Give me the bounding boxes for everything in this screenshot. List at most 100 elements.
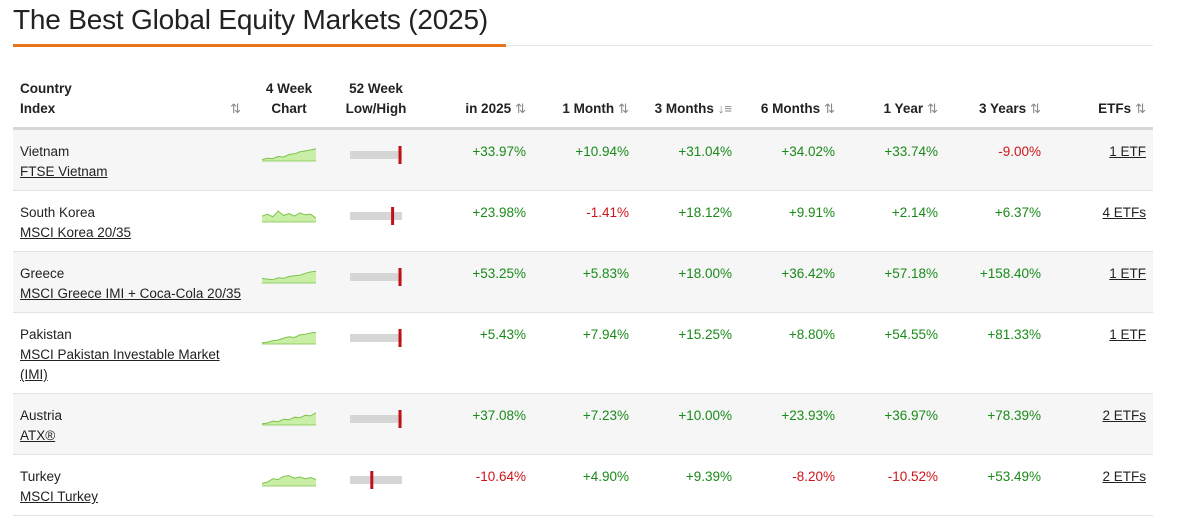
country-name: Vietnam [20,144,70,159]
sort-icon[interactable]: ⇅ [1135,101,1146,116]
cell-3-years: +53.49% [945,454,1048,516]
cell-1-month: +10.94% [533,128,636,191]
cell-etfs: 1 ETF [1048,251,1153,313]
percent-value: +6.37% [994,205,1041,220]
range-track [350,212,402,220]
cell-4-week-chart[interactable] [248,190,330,252]
cell-4-week-chart[interactable] [248,312,330,394]
country-name: Greece [20,266,65,281]
sparkline-line [262,331,316,344]
percent-value: +7.94% [582,327,629,342]
cell-4-week-chart[interactable] [248,251,330,313]
cell-country-index: Turkey MSCI Turkey [13,454,248,516]
percent-value: -10.64% [475,469,526,484]
title-divider [13,45,1153,46]
sort-icon[interactable]: ⇅ [515,101,526,116]
cell-4-week-chart[interactable] [248,454,330,516]
cell-1-year: +57.18% [842,251,945,313]
cell-6-months: +9.91% [739,190,842,252]
percent-value: +18.12% [678,205,732,220]
cell-1-year: +36.97% [842,393,945,455]
cell-1-month: -1.41% [533,190,636,252]
title-accent-underline [13,44,506,47]
percent-value: +15.25% [678,327,732,342]
country-name: Austria [20,408,63,423]
percent-value: +34.02% [781,144,835,159]
percent-value: -1.41% [586,205,629,220]
range-marker [391,207,395,225]
etfs-link[interactable]: 2 ETFs [1102,469,1146,484]
etfs-link[interactable]: 4 ETFs [1102,205,1146,220]
cell-52-week-range [330,251,422,313]
percent-value: +5.43% [479,327,526,342]
sparkline-line [262,148,316,161]
header-3-months[interactable]: 3 Months ↓≡ [636,79,739,130]
sparkline-chart[interactable] [262,146,316,162]
percent-value: +18.00% [678,266,732,281]
percent-value: +9.39% [685,469,732,484]
table-row: South Korea MSCI Korea 20/35 +23.98% -1.41%… [13,190,1153,252]
sparkline-chart[interactable] [262,207,316,223]
header-lowhigh-line2: Low/High [345,101,407,116]
cell-4-week-chart[interactable] [248,128,330,191]
etfs-link[interactable]: 2 ETFs [1102,408,1146,423]
index-link[interactable]: ATX® [20,428,56,443]
cell-3-years: +81.33% [945,312,1048,394]
header-country-index[interactable]: Country Index ⇅ [13,79,248,130]
sort-descending-icon[interactable]: ↓≡ [717,101,732,116]
header-3-years[interactable]: 3 Years ⇅ [945,79,1048,130]
percent-value: +37.08% [472,408,526,423]
sparkline-chart[interactable] [262,268,316,284]
cell-in-2025: +37.08% [422,393,533,455]
cell-country-index: Greece MSCI Greece IMI + Coca-Cola 20/35 [13,251,248,313]
etfs-link[interactable]: 1 ETF [1109,144,1146,159]
low-high-range-bar [350,329,402,347]
sort-icon[interactable]: ⇅ [927,101,938,116]
index-link[interactable]: MSCI Turkey [20,489,99,504]
percent-value: +23.98% [472,205,526,220]
etfs-link[interactable]: 1 ETF [1109,266,1146,281]
percent-value: +31.04% [678,144,732,159]
etfs-link[interactable]: 1 ETF [1109,327,1146,342]
sort-icon[interactable]: ⇅ [618,101,629,116]
sparkline-area [262,332,316,344]
cell-in-2025: +33.97% [422,128,533,191]
cell-1-month: +5.83% [533,251,636,313]
header-1-month[interactable]: 1 Month ⇅ [533,79,636,130]
cell-4-week-chart[interactable] [248,393,330,455]
index-link[interactable]: MSCI Korea 20/35 [20,225,132,240]
table-row: Pakistan MSCI Pakistan Investable Market … [13,312,1153,394]
index-link[interactable]: MSCI Greece IMI + Coca-Cola 20/35 [20,286,241,301]
sort-icon[interactable]: ⇅ [230,101,241,116]
sparkline-chart[interactable] [262,410,316,426]
cell-country-index: Pakistan MSCI Pakistan Investable Market … [13,312,248,394]
cell-1-year: +33.74% [842,128,945,191]
cell-6-months: -8.20% [739,454,842,516]
range-track [350,415,402,423]
header-1-year[interactable]: 1 Year ⇅ [842,79,945,130]
low-high-range-bar [350,268,402,286]
index-link[interactable]: FTSE Vietnam [20,164,108,179]
sparkline-area [262,271,316,283]
cell-etfs: 1 ETF [1048,128,1153,191]
cell-3-months: +31.04% [636,128,739,191]
sparkline-line [262,412,316,425]
cell-3-years: +78.39% [945,393,1048,455]
header-country-label: Country [20,81,72,96]
header-etfs[interactable]: ETFs ⇅ [1048,79,1153,130]
sort-icon[interactable]: ⇅ [824,101,835,116]
sort-icon[interactable]: ⇅ [1030,101,1041,116]
cell-1-year: +54.55% [842,312,945,394]
header-6-months-label: 6 Months [760,101,821,116]
header-index-label: Index [20,101,56,116]
sparkline-chart[interactable] [262,471,316,487]
cell-3-months: +9.39% [636,454,739,516]
header-6-months[interactable]: 6 Months ⇅ [739,79,842,130]
percent-value: +2.14% [891,205,938,220]
cell-1-year: +2.14% [842,190,945,252]
cell-6-months: +34.02% [739,128,842,191]
header-ytd[interactable]: in 2025 ⇅ [422,79,533,130]
cell-in-2025: +53.25% [422,251,533,313]
index-link[interactable]: MSCI Pakistan Investable Market (IMI) [20,347,220,382]
sparkline-chart[interactable] [262,329,316,345]
